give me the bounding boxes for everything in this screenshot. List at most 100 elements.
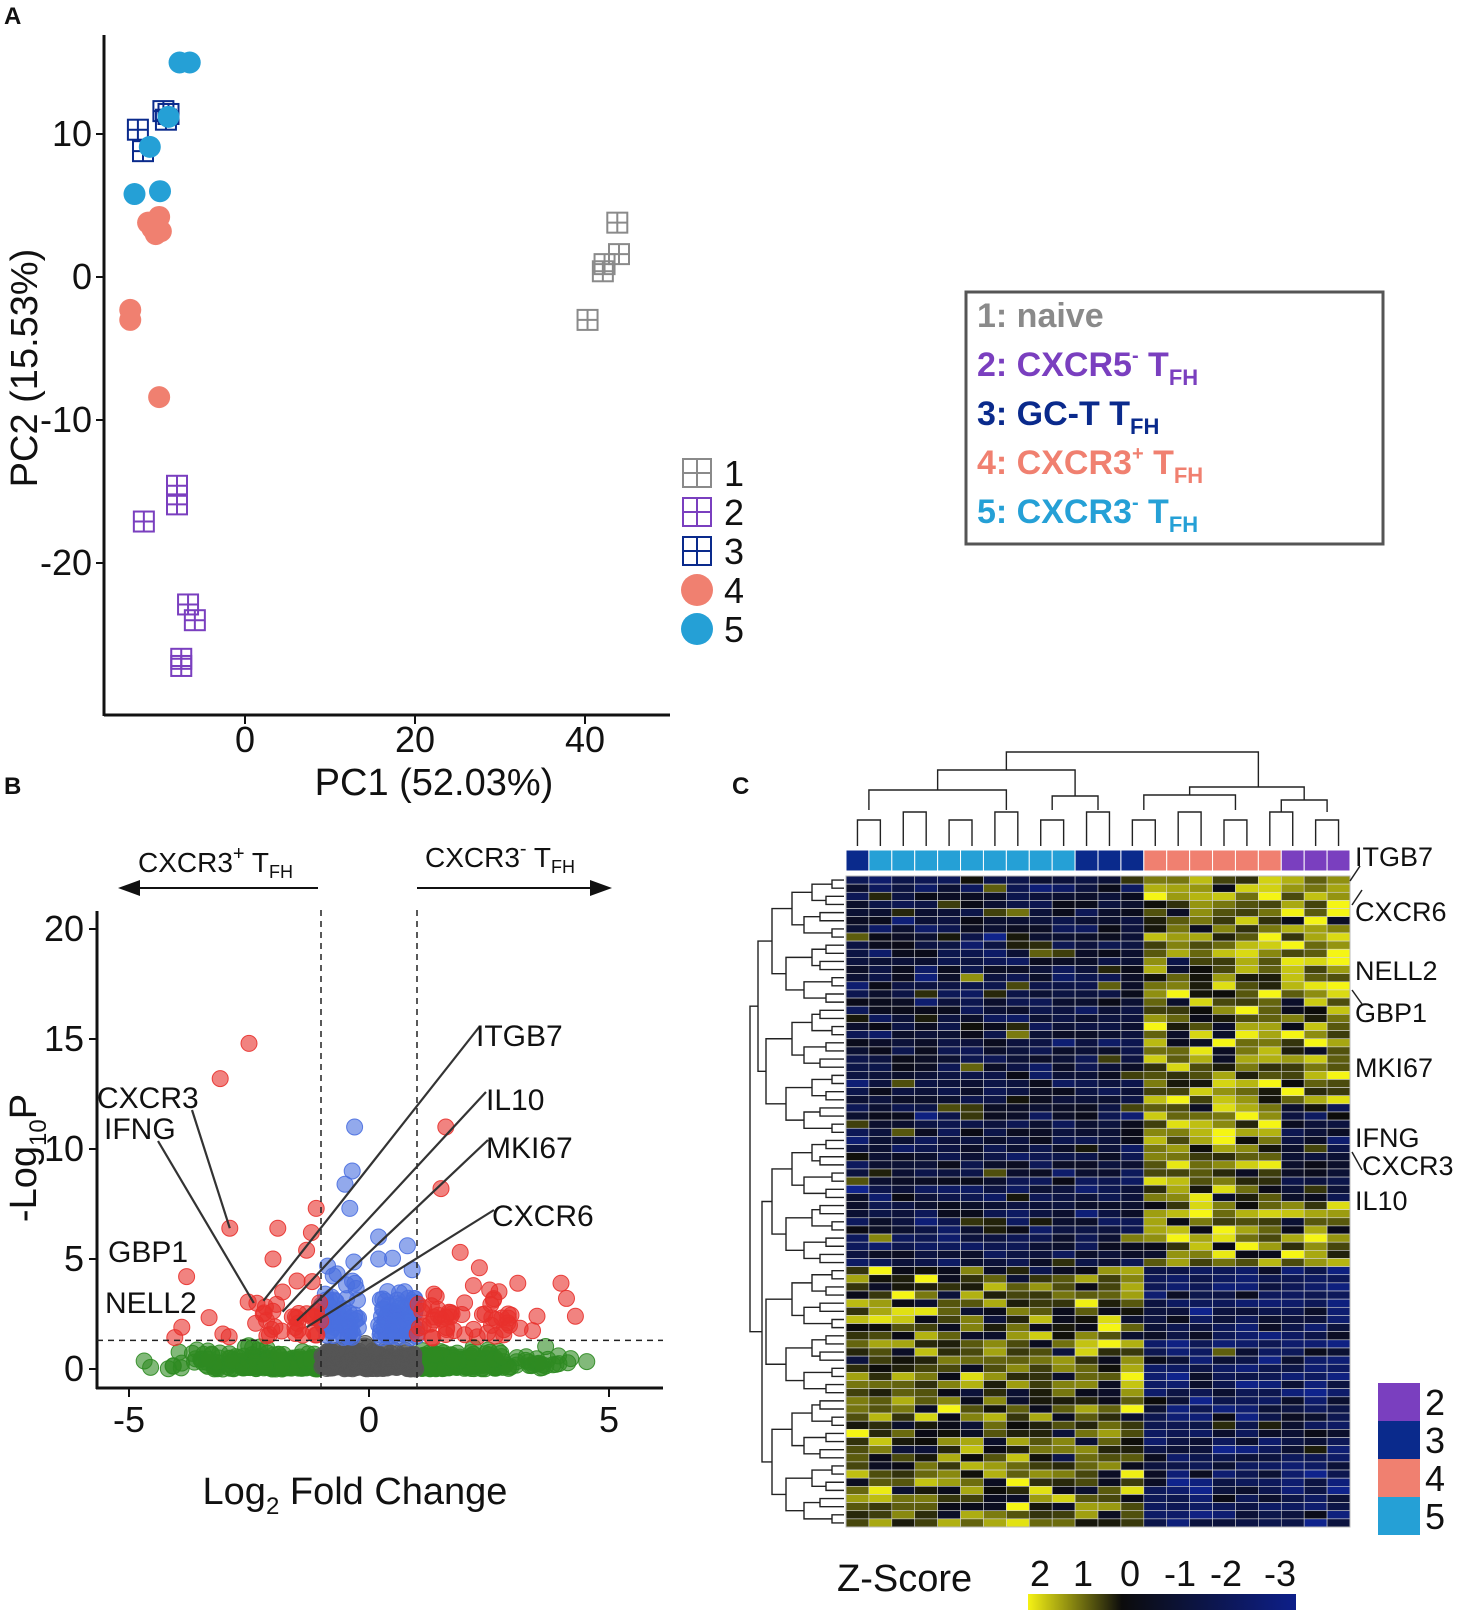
row-dendrogram-link (825, 1286, 844, 1296)
heatmap-cell (1189, 1201, 1213, 1210)
heatmap-cell (1143, 908, 1168, 917)
heatmap-cell (1258, 1323, 1282, 1332)
heatmap-cell (1235, 1225, 1259, 1235)
heatmap-cell (868, 1388, 893, 1398)
heatmap-cell (1028, 1119, 1053, 1129)
heatmap-cell (1326, 1241, 1351, 1251)
heatmap-cell (1212, 891, 1236, 901)
heatmap-cell (983, 1429, 1007, 1438)
heatmap-cell (1303, 948, 1328, 958)
heatmap-cell (1166, 1469, 1190, 1479)
row-dendrogram-link (819, 1400, 844, 1410)
heatmap-cell (891, 1372, 916, 1381)
heatmap-cell (1280, 1103, 1305, 1113)
heatmap-cell (1303, 981, 1328, 991)
heatmap-cell (1303, 1323, 1328, 1332)
heatmap-cell (1235, 916, 1259, 926)
heatmap-cell (1189, 1404, 1213, 1414)
heatmap-cell (1166, 916, 1190, 926)
heatmap-cell (845, 1372, 870, 1381)
heatmap-cell (1326, 1250, 1351, 1259)
volcano-leader-cxcr6 (306, 1209, 495, 1329)
heatmap-cell (891, 1290, 916, 1300)
heatmap-label-cxcr3: CXCR3 (1362, 1151, 1454, 1181)
row-dendrogram-link (831, 977, 844, 987)
heatmap-cell (1235, 989, 1259, 999)
heatmap-cell (1051, 1404, 1076, 1414)
heatmap-cell (1212, 1233, 1236, 1243)
heatmap-cell (1097, 1437, 1122, 1446)
heatmap-cell (983, 924, 1007, 934)
heatmap-cell (983, 1445, 1007, 1455)
heatmap-cell (868, 1250, 893, 1259)
heatmap-cell (1097, 940, 1122, 950)
heatmap-cell (937, 1396, 961, 1406)
heatmap-cell (1143, 1477, 1168, 1487)
heatmap-cell (1326, 1461, 1351, 1471)
heatmap-cell (1074, 1193, 1099, 1202)
heatmap-cell (1326, 1339, 1351, 1349)
heatmap-cell (1303, 1054, 1328, 1064)
heatmap-cell (1258, 1144, 1282, 1153)
heatmap-cell (1235, 932, 1259, 942)
heatmap-cell (983, 1290, 1007, 1300)
heatmap-cell (1303, 900, 1328, 909)
heatmap-cell (1189, 1160, 1213, 1170)
heatmap-cell (937, 1282, 961, 1292)
heatmap-cell (1120, 1494, 1145, 1503)
heatmap-cell (891, 1144, 916, 1153)
heatmap-cell (1280, 1087, 1305, 1097)
heatmap-cell (868, 1225, 893, 1235)
heatmap-cell (1303, 1274, 1328, 1284)
heatmap-cell (1212, 1079, 1236, 1088)
heatmap-cell (960, 1209, 984, 1219)
heatmap-cell (914, 883, 938, 893)
heatmap-cell (1006, 1071, 1030, 1080)
column-group-cell-4 (1257, 849, 1282, 872)
heatmap-cell (914, 1225, 938, 1235)
heatmap-cell (1166, 908, 1190, 917)
heatmap-cell (1166, 1087, 1190, 1097)
volcano-point-green (578, 1353, 596, 1371)
heatmap-cell (1212, 900, 1236, 909)
heatmap-cell (1143, 1062, 1168, 1072)
heatmap-cell (1303, 1209, 1328, 1219)
heatmap-cell (1143, 1282, 1168, 1292)
heatmap-cell (1006, 1518, 1030, 1528)
heatmap-cell (914, 1323, 938, 1332)
heatmap-cell (1120, 1111, 1145, 1121)
heatmap-cell (1074, 1339, 1099, 1349)
heatmap-cell (914, 1144, 938, 1153)
heatmap-cell (868, 908, 893, 917)
heatmap-cell (891, 1396, 916, 1406)
heatmap-cell (1280, 1429, 1305, 1438)
heatmap-cell (1051, 997, 1076, 1007)
heatmap-cell (1258, 1201, 1282, 1210)
heatmap-cell (1166, 1111, 1190, 1121)
pca-y-label: PC2 (15.53%) (4, 249, 46, 488)
heatmap-cell (914, 1347, 938, 1357)
heatmap-cell (937, 1087, 961, 1097)
heatmap-cell (1143, 1388, 1168, 1398)
heatmap-cell (1280, 1347, 1305, 1357)
heatmap-cell (1028, 1331, 1053, 1341)
heatmap-cell (868, 1347, 893, 1357)
heatmap-cell (1280, 1119, 1305, 1129)
heatmap-cell (845, 1355, 870, 1365)
heatmap-cell (937, 1388, 961, 1398)
heatmap-cell (1303, 1184, 1328, 1194)
heatmap-cell (960, 1225, 984, 1235)
heatmap-cell (891, 1380, 916, 1389)
heatmap-cell (1303, 1396, 1328, 1406)
heatmap-cell (1326, 948, 1351, 958)
heatmap-cell (1143, 1038, 1168, 1048)
heatmap-cell (845, 1445, 870, 1455)
heatmap-cell (891, 957, 916, 966)
heatmap-cell (891, 965, 916, 974)
row-dendrogram-link (811, 1078, 832, 1097)
heatmap-cell (1212, 973, 1236, 983)
heatmap-cell (1097, 1119, 1122, 1129)
heatmap-cell (1326, 965, 1351, 974)
heatmap-cell (1235, 1355, 1259, 1365)
heatmap-cell (983, 957, 1007, 966)
